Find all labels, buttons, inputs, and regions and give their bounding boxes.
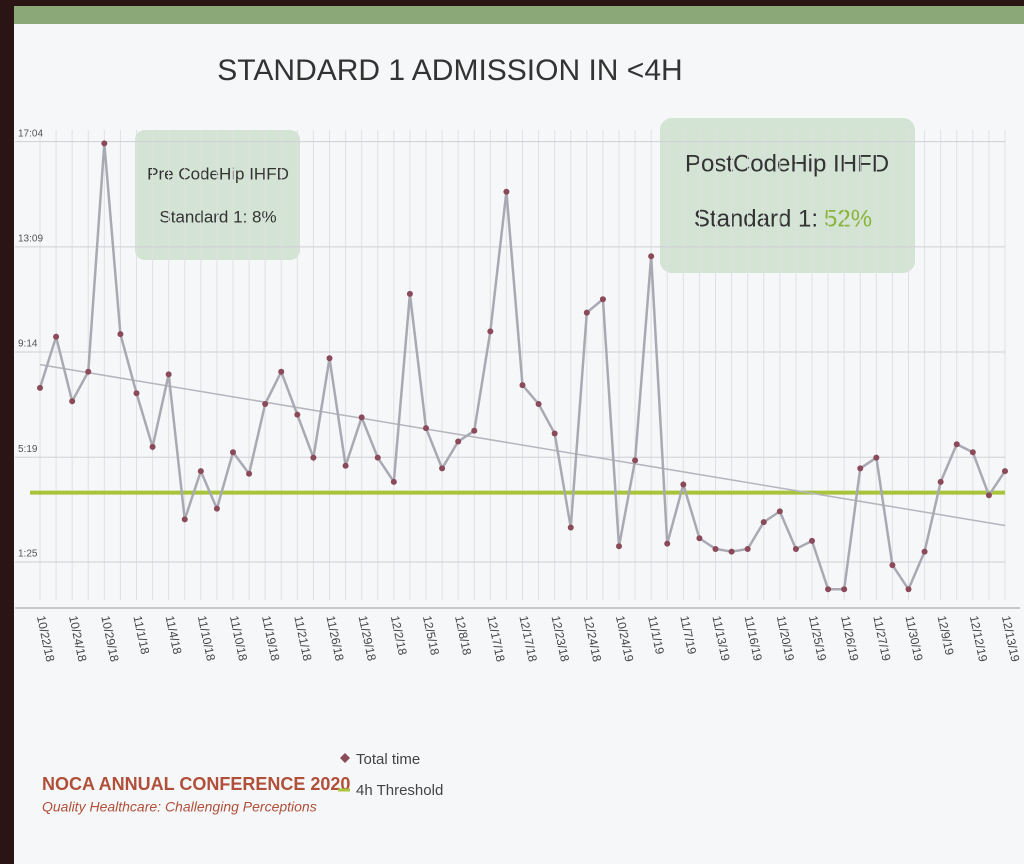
data-point [905, 586, 912, 593]
data-point [857, 465, 864, 472]
data-point [117, 331, 124, 338]
data-point [165, 371, 172, 378]
data-point [390, 478, 397, 485]
y-tick-label: 5:19 [18, 444, 38, 455]
data-point [873, 454, 880, 461]
data-point [953, 441, 960, 448]
data-point [326, 355, 333, 362]
data-point [310, 454, 317, 461]
annotation-text: Standard 1: 8% [159, 207, 276, 226]
data-point [680, 481, 687, 488]
data-point [213, 505, 220, 512]
data-point [728, 548, 735, 555]
data-point [439, 465, 446, 472]
data-point [519, 382, 526, 389]
data-point [342, 462, 349, 469]
data-point [632, 457, 639, 464]
annotation-box [135, 130, 300, 260]
data-point [921, 548, 928, 555]
data-point [648, 253, 655, 260]
data-point [85, 368, 92, 375]
footer-subtitle: Quality Healthcare: Challenging Percepti… [42, 799, 317, 815]
data-point [664, 540, 671, 547]
data-point [278, 368, 285, 375]
data-point [1002, 468, 1008, 475]
annotation-highlight: 52% [824, 205, 872, 232]
annotation-text: Pre CodeHip IHFD [147, 164, 289, 183]
data-point [423, 425, 429, 432]
data-point [809, 537, 815, 544]
data-point [374, 454, 381, 461]
data-point [197, 468, 204, 475]
y-tick-label: 9:14 [18, 339, 38, 350]
data-point [406, 290, 413, 297]
annotation-text: Standard 1: [694, 205, 818, 232]
data-point [825, 586, 832, 593]
y-tick-label: 17:04 [18, 128, 43, 139]
data-point [712, 545, 719, 552]
data-point [149, 443, 156, 450]
data-point [583, 309, 590, 316]
data-point [294, 411, 301, 418]
data-point [133, 390, 140, 397]
data-point [792, 545, 799, 552]
data-point [503, 188, 510, 195]
data-point [760, 519, 767, 526]
data-point [471, 427, 478, 434]
data-point [246, 470, 253, 477]
data-point [599, 296, 606, 303]
data-point [985, 492, 992, 499]
data-point [230, 449, 236, 456]
data-point [262, 400, 269, 407]
legend-label: Total time [356, 751, 420, 768]
data-point [744, 545, 751, 552]
data-point [937, 478, 944, 485]
data-point [616, 543, 622, 550]
data-point [567, 524, 574, 531]
legend-marker [340, 753, 350, 763]
data-point [69, 398, 76, 405]
slide-top-band [14, 6, 1024, 24]
data-point [969, 449, 976, 456]
y-tick-label: 1:25 [18, 549, 38, 560]
data-point [455, 438, 462, 445]
data-point [101, 140, 108, 147]
trend-line [39, 363, 1006, 527]
annotation-box [660, 118, 915, 273]
data-point [181, 516, 188, 523]
data-point [37, 384, 43, 391]
data-point [776, 508, 783, 515]
chart-title: STANDARD 1 ADMISSION IN <4H [217, 54, 682, 87]
data-point [53, 333, 60, 340]
data-point [841, 586, 848, 593]
y-tick-label: 13:09 [18, 233, 43, 244]
annotation-text: PostCodeHip IHFD [685, 150, 889, 177]
footer-title: NOCA ANNUAL CONFERENCE 2020 [42, 774, 350, 794]
data-point [889, 562, 896, 569]
data-point [551, 430, 558, 437]
data-point [358, 414, 365, 421]
data-point [535, 400, 542, 407]
data-point [696, 535, 703, 542]
data-point [487, 328, 494, 335]
legend-label: 4h Threshold [356, 782, 443, 799]
